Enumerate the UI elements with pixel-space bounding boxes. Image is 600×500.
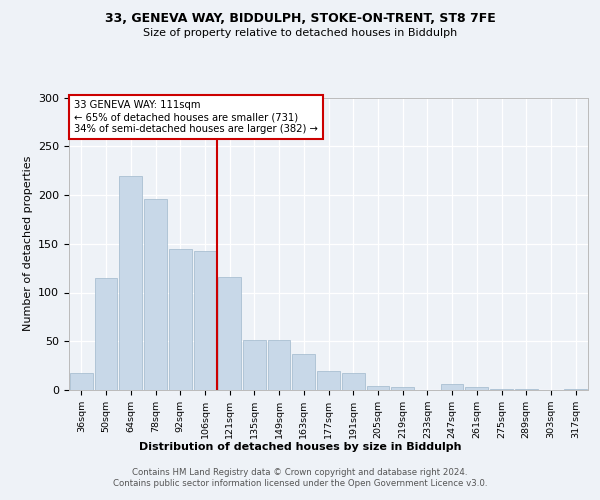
Y-axis label: Number of detached properties: Number of detached properties (23, 156, 32, 332)
Text: Distribution of detached houses by size in Biddulph: Distribution of detached houses by size … (139, 442, 461, 452)
Bar (342, 374, 365, 390)
Bar (268, 340, 290, 390)
Bar (292, 354, 315, 390)
Bar (490, 389, 513, 390)
Bar (441, 384, 463, 390)
Bar (70, 374, 93, 390)
Bar (391, 387, 414, 390)
Bar (317, 370, 340, 390)
Text: 33 GENEVA WAY: 111sqm
← 65% of detached houses are smaller (731)
34% of semi-det: 33 GENEVA WAY: 111sqm ← 65% of detached … (74, 100, 318, 134)
Bar (243, 340, 266, 390)
Bar (194, 250, 216, 390)
Bar (515, 389, 538, 390)
Bar (95, 278, 118, 390)
Bar (466, 387, 488, 390)
Bar (218, 277, 241, 390)
Bar (169, 248, 191, 390)
Text: Size of property relative to detached houses in Biddulph: Size of property relative to detached ho… (143, 28, 457, 38)
Bar (119, 176, 142, 390)
Text: 33, GENEVA WAY, BIDDULPH, STOKE-ON-TRENT, ST8 7FE: 33, GENEVA WAY, BIDDULPH, STOKE-ON-TRENT… (104, 12, 496, 26)
Bar (564, 389, 587, 390)
Text: Contains HM Land Registry data © Crown copyright and database right 2024.
Contai: Contains HM Land Registry data © Crown c… (113, 468, 487, 487)
Bar (367, 386, 389, 390)
Bar (144, 199, 167, 390)
